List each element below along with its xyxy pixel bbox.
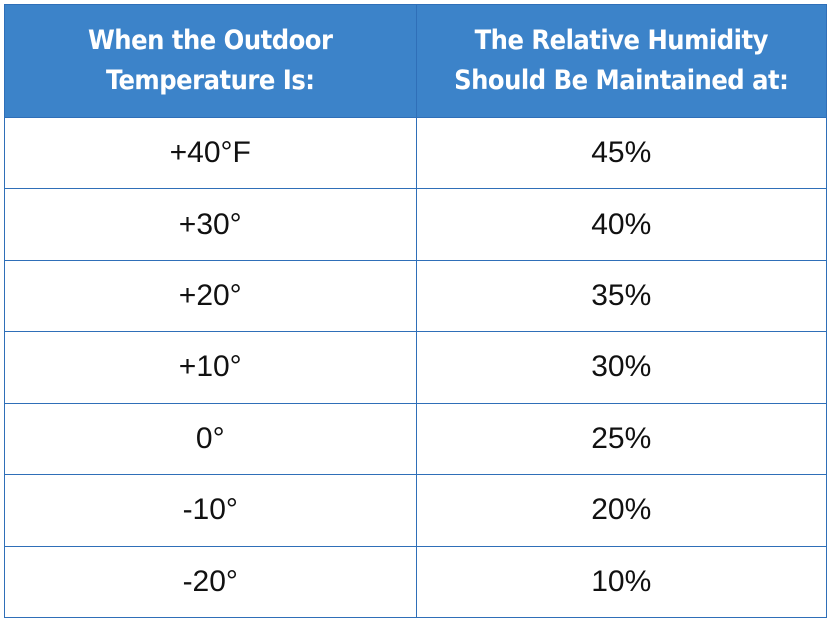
table-header: When the Outdoor Temperature Is: The Rel… [5, 5, 826, 118]
temperature-cell: 0° [5, 403, 417, 476]
table-row: -10° 20% [5, 474, 826, 547]
temperature-cell: -10° [5, 474, 417, 547]
header-row: When the Outdoor Temperature Is: The Rel… [5, 5, 826, 118]
temperature-cell: -20° [5, 546, 417, 617]
humidity-cell: 25% [416, 403, 826, 476]
humidity-cell: 40% [416, 188, 826, 261]
header-outdoor-temperature-line2: Temperature Is: [105, 65, 315, 96]
temperature-cell: +10° [5, 331, 417, 404]
table-row: +20° 35% [5, 260, 826, 333]
temperature-cell: +20° [5, 260, 417, 333]
header-relative-humidity-line2: Should Be Maintained at: [454, 65, 789, 96]
table-row: 0° 25% [5, 403, 826, 476]
humidity-cell: 20% [416, 474, 826, 547]
table-row: +10° 30% [5, 331, 826, 404]
header-outdoor-temperature: When the Outdoor Temperature Is: [5, 5, 417, 118]
table-row: +40°F 45% [5, 117, 826, 190]
header-relative-humidity-line1: The Relative Humidity [474, 25, 769, 56]
table-row: +30° 40% [5, 188, 826, 261]
table-row: -20° 10% [5, 546, 826, 617]
humidity-cell: 35% [416, 260, 826, 333]
header-outdoor-temperature-line1: When the Outdoor [88, 25, 333, 56]
temperature-cell: +30° [5, 188, 417, 261]
temperature-cell: +40°F [5, 117, 417, 190]
humidity-table-container: When the Outdoor Temperature Is: The Rel… [4, 4, 827, 618]
table-body: +40°F 45% +30° 40% +20° 35% +10° 30% 0° … [5, 117, 826, 617]
humidity-cell: 45% [416, 117, 826, 190]
humidity-cell: 10% [591, 564, 652, 598]
header-relative-humidity: The Relative Humidity Should Be Maintain… [416, 5, 826, 118]
humidity-table: When the Outdoor Temperature Is: The Rel… [5, 5, 826, 617]
humidity-cell: 30% [416, 331, 826, 404]
